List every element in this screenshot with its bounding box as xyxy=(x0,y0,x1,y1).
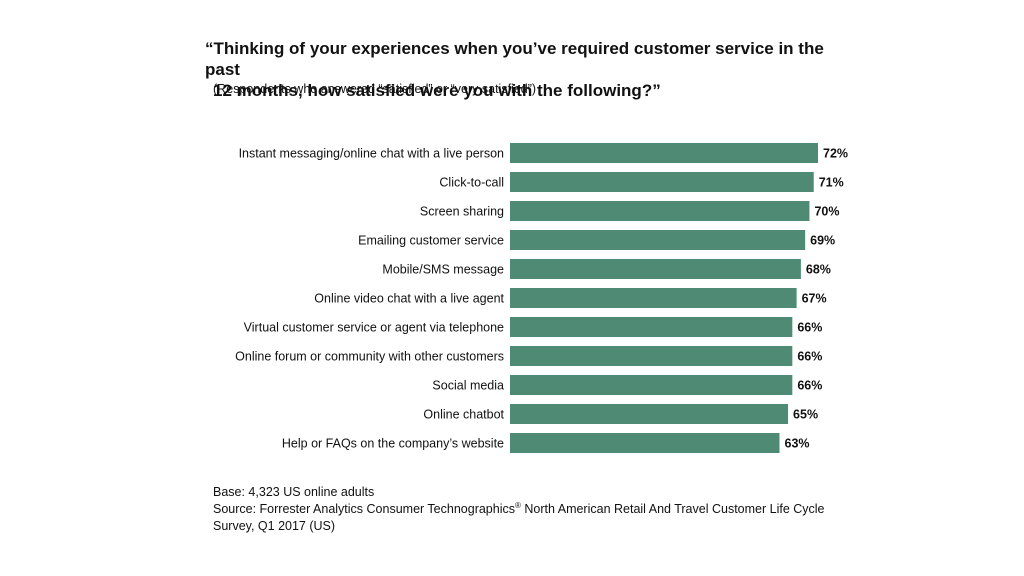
value-label: 72% xyxy=(823,147,848,161)
source-note: Source: Forrester Analytics Consumer Tec… xyxy=(213,501,853,535)
bar xyxy=(510,317,793,337)
bar xyxy=(510,346,793,366)
value-label: 66% xyxy=(797,379,822,393)
value-label: 65% xyxy=(793,408,818,422)
bar xyxy=(510,172,814,192)
category-label: Online forum or community with other cus… xyxy=(235,350,504,364)
chart-subtitle: (Respondents who answered “satisfied” or… xyxy=(213,82,537,96)
value-label: 67% xyxy=(802,292,827,306)
category-label: Click-to-call xyxy=(439,176,504,190)
source-text: Source: Forrester Analytics Consumer Tec… xyxy=(213,502,515,516)
registered-mark: ® xyxy=(515,500,521,510)
bar xyxy=(510,201,810,221)
category-label: Online chatbot xyxy=(423,408,504,422)
bar xyxy=(510,404,789,424)
category-label: Online video chat with a live agent xyxy=(314,292,504,306)
category-label: Instant messaging/online chat with a liv… xyxy=(239,147,504,161)
value-label: 66% xyxy=(797,321,822,335)
bar xyxy=(510,259,801,279)
bar xyxy=(510,288,797,308)
category-label: Virtual customer service or agent via te… xyxy=(244,321,504,335)
category-label: Help or FAQs on the company’s website xyxy=(282,437,504,451)
value-label: 71% xyxy=(819,176,844,190)
value-label: 63% xyxy=(785,437,810,451)
category-label: Mobile/SMS message xyxy=(382,263,504,277)
chart-footer: Base: 4,323 US online adults Source: For… xyxy=(213,484,853,535)
value-label: 70% xyxy=(814,205,839,219)
chart-title-line-1: “Thinking of your experiences when you’v… xyxy=(205,39,824,79)
category-label: Screen sharing xyxy=(420,205,504,219)
category-label: Emailing customer service xyxy=(358,234,504,248)
bar xyxy=(510,375,793,395)
bar xyxy=(510,230,806,250)
value-label: 68% xyxy=(806,263,831,277)
value-label: 66% xyxy=(797,350,822,364)
value-label: 69% xyxy=(810,234,835,248)
base-note: Base: 4,323 US online adults xyxy=(213,485,375,499)
source-text-continued: North American Retail And Travel Custome… xyxy=(213,502,825,533)
bar xyxy=(510,143,818,163)
category-label: Social media xyxy=(432,379,504,393)
chart-title: “Thinking of your experiences when you’v… xyxy=(205,38,855,101)
bar xyxy=(510,433,780,453)
chart-title-line-2: 12 months, how satisfied were you with t… xyxy=(213,81,661,100)
